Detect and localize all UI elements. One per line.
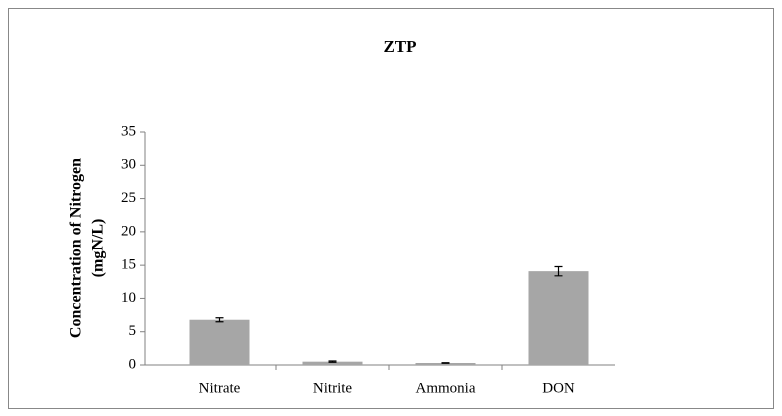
- y-tick-label: 5: [129, 323, 137, 339]
- chart-border: [8, 8, 774, 409]
- y-tick-label: 10: [121, 290, 136, 306]
- y-tick-label: 20: [121, 223, 136, 239]
- bar: [415, 363, 476, 365]
- error-bar: [554, 265, 563, 277]
- x-tick-label: Nitrite: [313, 380, 352, 396]
- x-tick-label: Nitrate: [199, 380, 241, 396]
- bar: [189, 319, 250, 365]
- error-bar: [328, 360, 337, 363]
- y-tick-label: 0: [129, 356, 137, 372]
- y-tick-label: 25: [121, 190, 136, 206]
- error-bar: [441, 362, 450, 364]
- y-axis-label-line: (mgN/L): [90, 219, 107, 278]
- y-axis-label-line: Concentration of Nitrogen: [68, 158, 85, 338]
- x-tick-label: Ammonia: [416, 380, 476, 396]
- chart-title: ZTP: [383, 37, 416, 56]
- y-tick-label: 15: [121, 257, 136, 273]
- bar: [528, 271, 589, 365]
- y-tick-label: 35: [121, 123, 136, 139]
- x-tick-label: DON: [542, 380, 575, 396]
- y-tick-label: 30: [121, 157, 136, 173]
- error-bar: [215, 317, 224, 323]
- y-axis-label: Concentration of Nitrogen (mgN/L): [68, 158, 107, 338]
- bar: [302, 361, 363, 365]
